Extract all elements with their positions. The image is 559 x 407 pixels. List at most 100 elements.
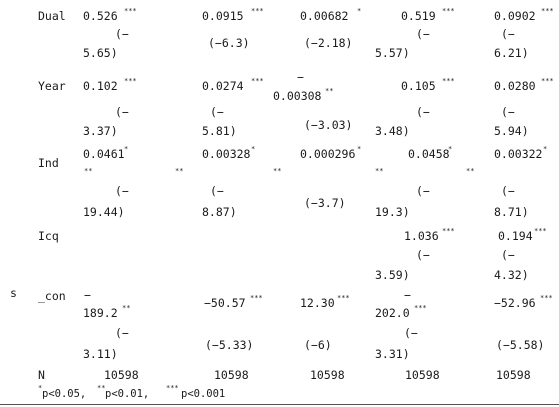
con-c3-se: (−6) xyxy=(304,338,332,352)
ind-c5-se-value: 8.71) xyxy=(494,205,529,219)
ind-c4-stars: * xyxy=(448,145,453,153)
row-label-icq: Icq xyxy=(38,229,59,243)
ind-c2-coef: 0.00328 xyxy=(202,147,251,161)
con-c3-coef: 12.30 xyxy=(300,296,335,310)
con-c5-se: (−5.58) xyxy=(496,338,545,352)
con-c1-se-open: (− xyxy=(115,326,129,340)
year-c5-stars: *** xyxy=(541,77,554,85)
dual-c2-coef: 0.0915 xyxy=(202,9,244,23)
dual-c3-se: (−2.18) xyxy=(304,36,353,50)
row-label-n: N xyxy=(38,368,45,382)
footnote-star-3: *** xyxy=(166,384,179,392)
year-c5-coef: 0.0280 xyxy=(494,79,536,93)
con-c5-stars: *** xyxy=(540,294,553,302)
year-c5-se-value: 5.94) xyxy=(494,124,529,138)
year-c4-coef: 0.105 xyxy=(401,79,436,93)
dual-c5-stars: *** xyxy=(541,7,554,15)
footnote-star-1: * xyxy=(38,384,43,392)
n-c1: 10598 xyxy=(104,368,139,382)
dual-c1-se-open: (− xyxy=(115,27,129,41)
footnote-text-1: p<0.05, xyxy=(42,388,87,400)
icq-c4-se-value: 3.59) xyxy=(375,268,410,282)
dual-c4-coef: 0.519 xyxy=(401,9,436,23)
icq-c5-se-value: 4.32) xyxy=(494,268,529,282)
footnote-text-3: p<0.001 xyxy=(181,388,226,400)
row-label-ind: Ind xyxy=(38,156,59,170)
ind-c5-stars: * xyxy=(543,145,548,153)
ind-c4-stars-lower: ** xyxy=(375,167,384,175)
year-c3-coef-sign: − xyxy=(297,70,304,84)
ind-c1-coef: 0.0461 xyxy=(83,147,125,161)
con-c4-stars: *** xyxy=(414,304,427,312)
con-c4-se-open: (− xyxy=(404,326,418,340)
bottom-rule xyxy=(0,404,559,405)
con-c5-coef: −52.96 xyxy=(494,296,536,310)
n-c3: 10598 xyxy=(310,368,345,382)
year-c3-stars: ** xyxy=(325,87,334,95)
con-c3-stars: *** xyxy=(337,294,350,302)
ind-c2-se-open: (− xyxy=(210,184,224,198)
ind-c3-se: (−3.7) xyxy=(304,196,346,210)
year-c1-se-value: 3.37) xyxy=(83,124,118,138)
ind-c4-se-open: (− xyxy=(416,184,430,198)
year-c5-se-open: (− xyxy=(501,105,515,119)
n-c5: 10598 xyxy=(496,368,531,382)
ind-c2-se-value: 8.87) xyxy=(202,205,237,219)
con-c2-coef: −50.57 xyxy=(204,296,246,310)
year-c1-coef: 0.102 xyxy=(83,79,118,93)
year-c2-se-value: 5.81) xyxy=(202,124,237,138)
dual-c3-coef: 0.00682 xyxy=(300,9,349,23)
ind-c1-se-open: (− xyxy=(115,184,129,198)
dual-c5-coef: 0.0902 xyxy=(494,9,536,23)
year-c2-se-open: (− xyxy=(210,105,224,119)
con-c1-se-value: 3.11) xyxy=(83,347,118,361)
row-label-dual: Dual xyxy=(38,9,66,23)
year-c3-se: (−3.03) xyxy=(304,118,353,132)
con-c2-stars: *** xyxy=(250,294,263,302)
ind-c3-coef: 0.000296 xyxy=(300,147,356,161)
year-c2-coef: 0.0274 xyxy=(202,79,244,93)
dual-c5-se-value: 6.21) xyxy=(494,46,529,60)
ind-c2-stars-lower: ** xyxy=(175,167,184,175)
con-c1-stars: ** xyxy=(122,304,131,312)
dual-c2-stars: *** xyxy=(251,7,264,15)
dual-c4-se-value: 5.57) xyxy=(375,46,410,60)
con-c4-coef-sign: − xyxy=(404,288,411,302)
n-c2: 10598 xyxy=(214,368,249,382)
dual-c1-coef: 0.526 xyxy=(83,9,118,23)
con-c1-coef-value: 189.2 xyxy=(83,306,118,320)
con-c4-se-value: 3.31) xyxy=(375,347,410,361)
row-label-year: Year xyxy=(38,79,66,93)
icq-c4-coef: 1.036 xyxy=(404,229,439,243)
ind-c4-coef: 0.0458 xyxy=(408,147,450,161)
year-c4-se-open: (− xyxy=(416,105,430,119)
year-c1-stars: *** xyxy=(124,77,137,85)
dual-c1-stars: *** xyxy=(124,7,137,15)
ind-c5-stars-lower: ** xyxy=(466,167,475,175)
ind-c2-stars: * xyxy=(251,145,256,153)
con-c4-coef-value: 202.0 xyxy=(375,306,410,320)
dual-c4-stars: *** xyxy=(442,7,455,15)
icq-c5-se-open: (− xyxy=(501,248,515,262)
ind-c4-se-value: 19.3) xyxy=(375,205,410,219)
dual-c4-se-open: (− xyxy=(416,27,430,41)
footnote-text-2: p<0.01, xyxy=(105,388,150,400)
dual-c2-se: (−6.3) xyxy=(208,36,250,50)
n-c4: 10598 xyxy=(405,368,440,382)
con-c2-se: (−5.33) xyxy=(205,338,254,352)
ind-c3-stars-lower: ** xyxy=(273,167,282,175)
dual-c3-stars: * xyxy=(357,7,362,15)
year-c4-stars: *** xyxy=(442,77,455,85)
icq-c5-coef: 0.194 xyxy=(498,229,533,243)
icq-c5-stars: *** xyxy=(534,227,547,235)
dual-c5-se-open: (− xyxy=(501,27,515,41)
ind-c1-se-value: 19.44) xyxy=(83,205,125,219)
ind-c1-stars: * xyxy=(124,145,129,153)
ind-c1-stars-lower: ** xyxy=(84,167,93,175)
year-c2-stars: *** xyxy=(251,77,264,85)
dual-c1-se-value: 5.65) xyxy=(83,46,118,60)
year-c1-se-open: (− xyxy=(115,105,129,119)
con-c1-coef-sign: − xyxy=(84,288,91,302)
side-label: s xyxy=(10,286,17,300)
footnote-star-2: ** xyxy=(97,384,106,392)
